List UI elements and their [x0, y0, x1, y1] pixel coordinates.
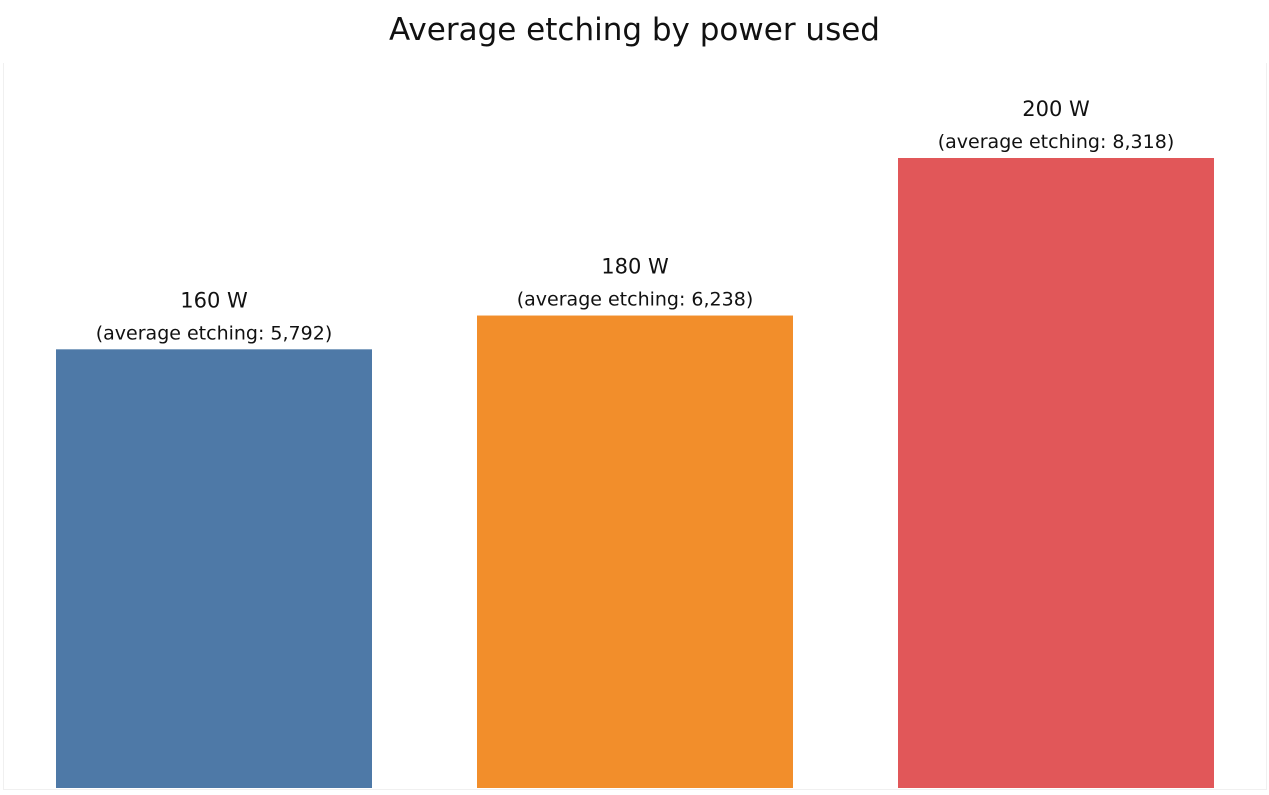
bar-category-label: 200 W — [1022, 97, 1090, 121]
bar-1 — [56, 349, 372, 788]
bar-category-label: 160 W — [180, 288, 248, 312]
chart-title: Average etching by power used — [389, 12, 880, 48]
bar-3 — [898, 158, 1214, 788]
bar-value-label: (average etching: 5,792) — [96, 322, 333, 344]
plot-area — [3, 63, 1267, 790]
bar-value-label: (average etching: 8,318) — [938, 131, 1175, 153]
bar-category-label: 180 W — [601, 255, 669, 279]
bar-2 — [477, 315, 793, 788]
bar-value-label: (average etching: 6,238) — [517, 289, 754, 311]
